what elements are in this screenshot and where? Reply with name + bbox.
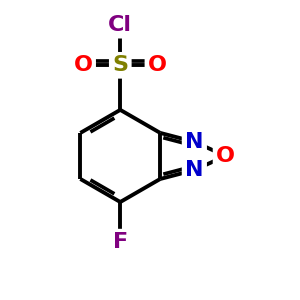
Text: O: O	[216, 146, 235, 166]
Text: N: N	[185, 160, 204, 180]
Text: O: O	[74, 55, 93, 75]
Text: F: F	[113, 232, 128, 252]
Text: O: O	[148, 55, 167, 75]
Text: S: S	[112, 55, 128, 75]
Text: N: N	[185, 132, 204, 152]
Text: Cl: Cl	[108, 15, 132, 35]
